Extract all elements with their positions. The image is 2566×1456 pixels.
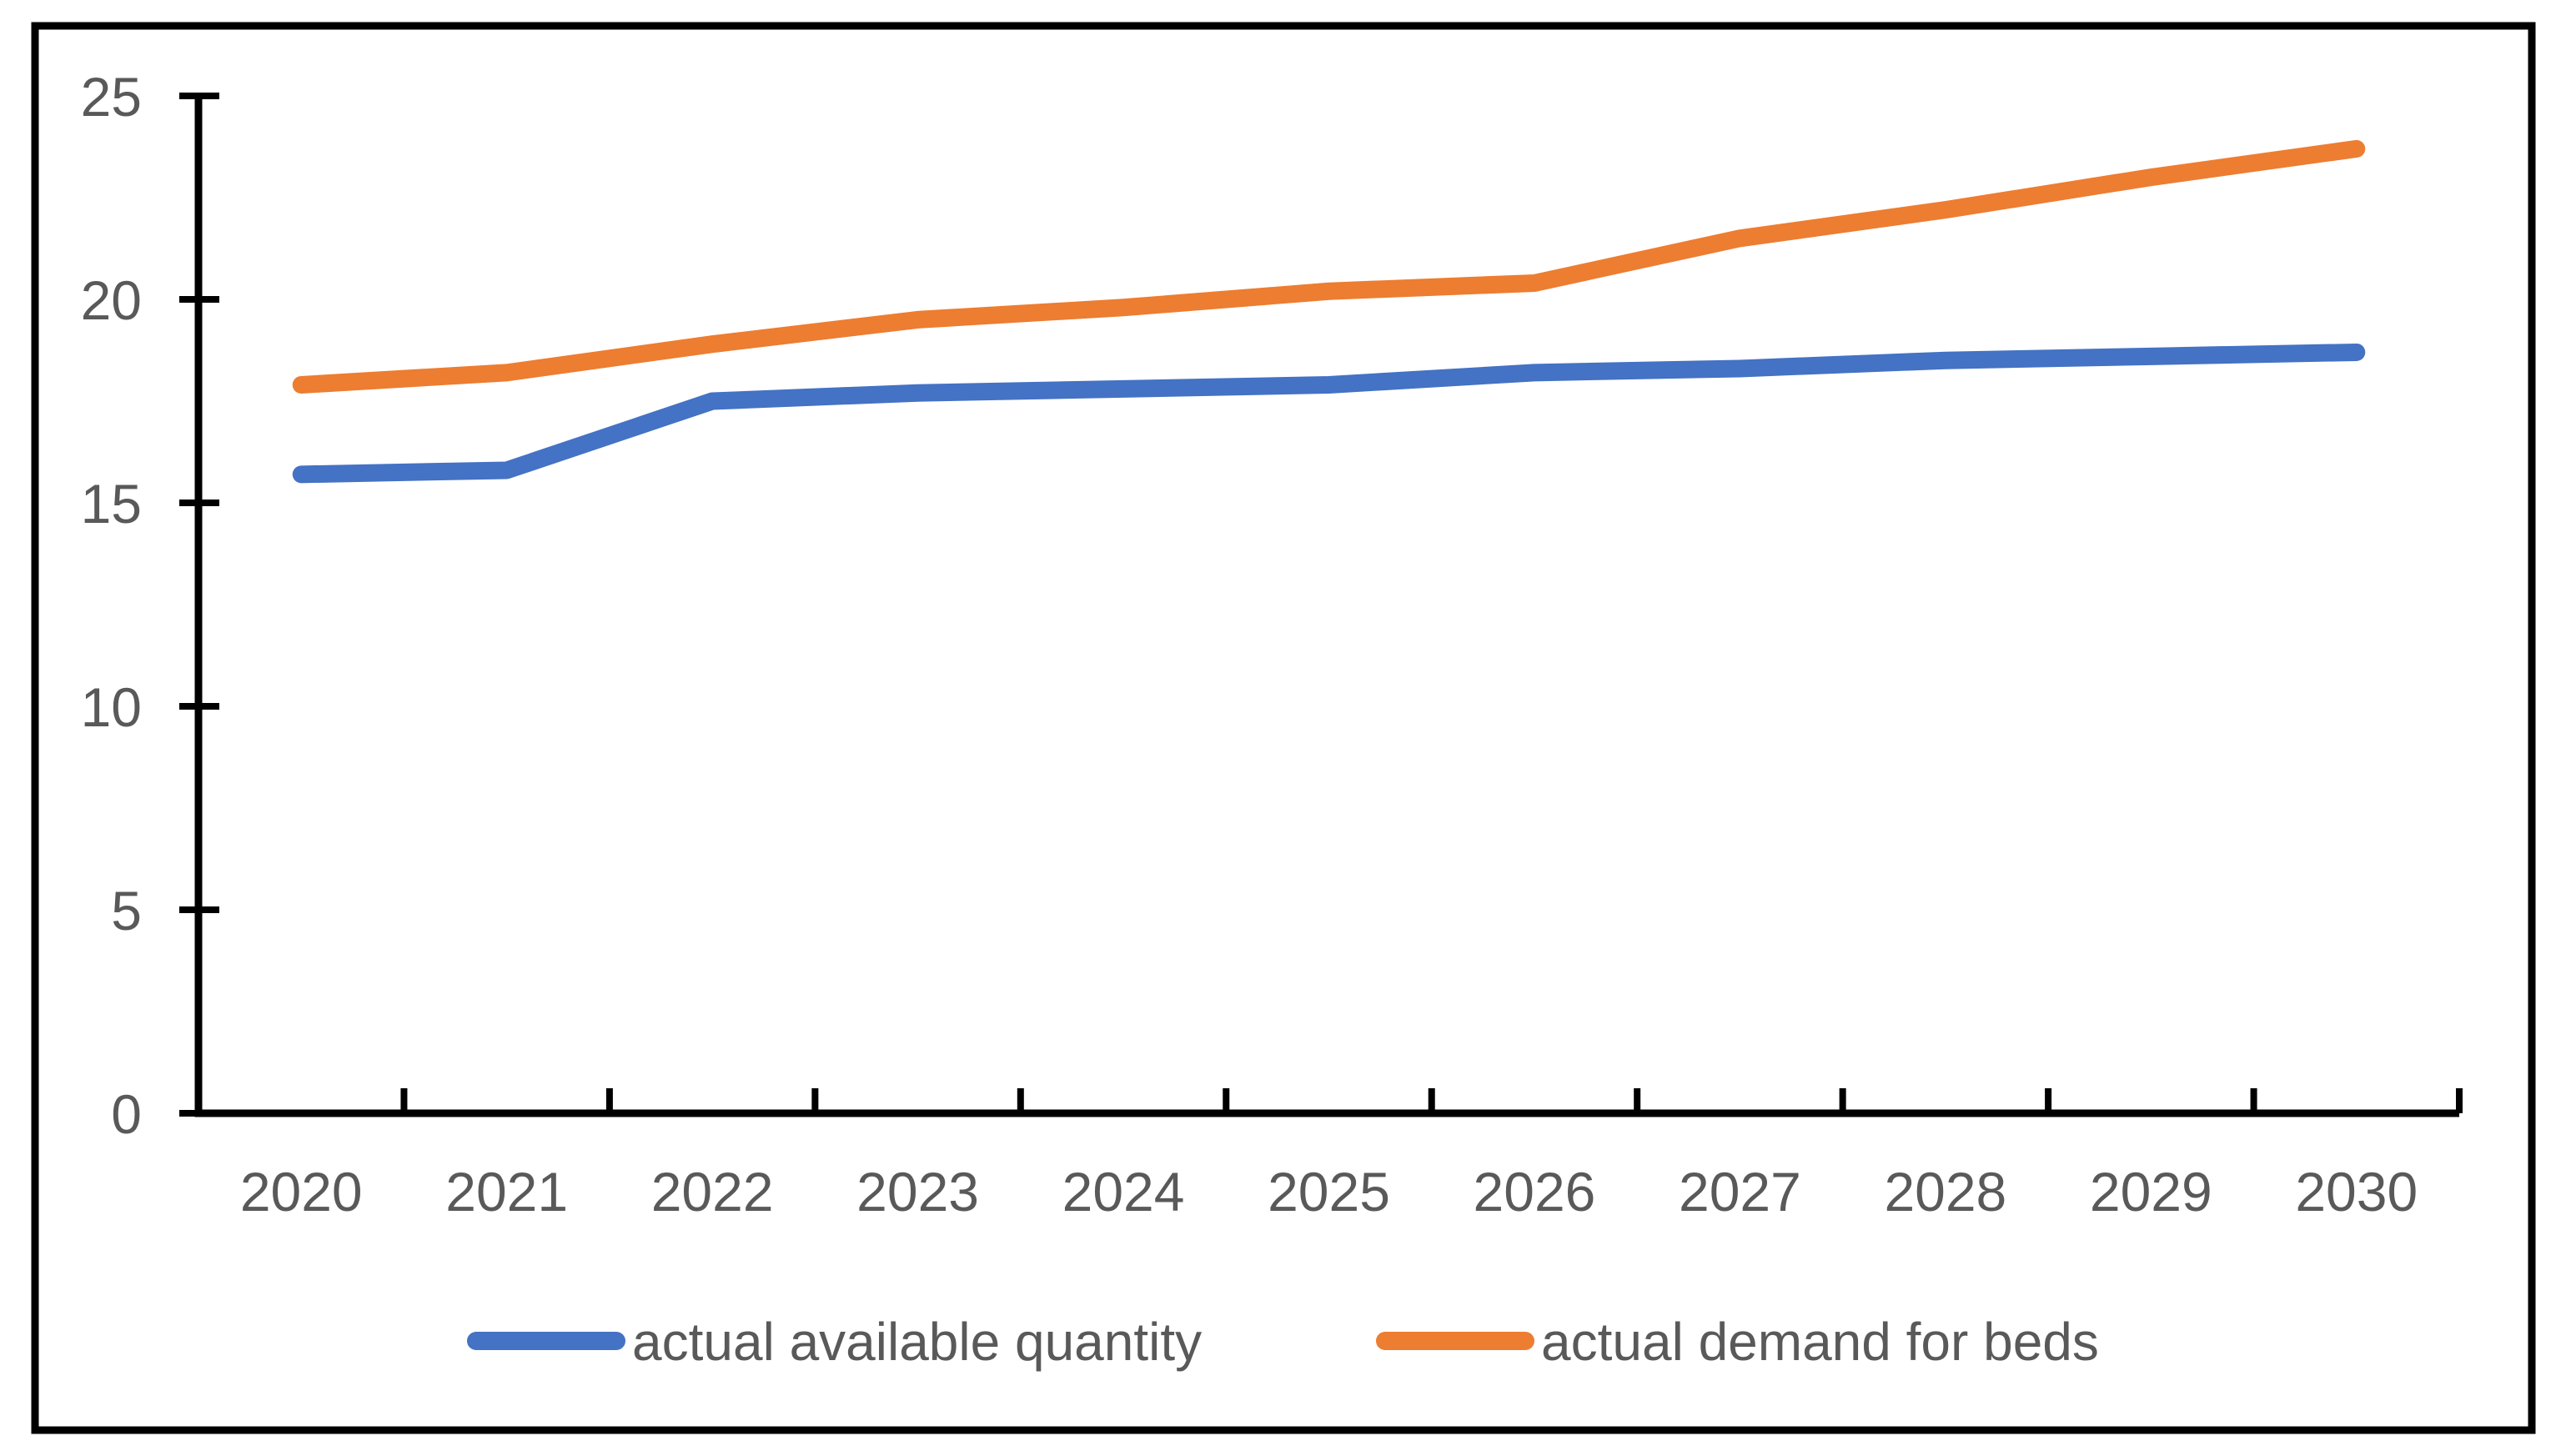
y-axis-label: 0: [111, 1083, 142, 1145]
x-axis-label: 2029: [2090, 1161, 2212, 1223]
x-axis-label: 2024: [1062, 1161, 1185, 1223]
x-axis-label: 2027: [1679, 1161, 1801, 1223]
x-axis-label: 2023: [856, 1161, 979, 1223]
x-axis-label: 2030: [2295, 1161, 2418, 1223]
y-axis-label: 10: [81, 676, 142, 738]
legend-label-actual-available-quantity: actual available quantity: [632, 1312, 1202, 1372]
y-axis-label: 20: [81, 269, 142, 331]
x-axis-label: 2026: [1474, 1161, 1596, 1223]
series-line-actual-demand-for-beds: [292, 139, 2366, 394]
series-line-actual-available-quantity: [292, 343, 2366, 484]
chart-border: [31, 22, 2536, 1434]
y-axis-label: 5: [111, 880, 142, 941]
legend: actual available quantity actual demand f…: [467, 1312, 2099, 1372]
x-axis-label: 2021: [445, 1161, 568, 1223]
x-axis-label: 2020: [240, 1161, 363, 1223]
y-axis-label: 15: [81, 473, 142, 535]
x-axis-label: 2022: [651, 1161, 774, 1223]
y-axis-label: 25: [81, 66, 142, 128]
legend-label-actual-demand-for-beds: actual demand for beds: [1541, 1312, 2099, 1372]
x-axis-label: 2028: [1884, 1161, 2006, 1223]
x-axis-label: 2025: [1268, 1161, 1390, 1223]
legend-swatch-actual-available-quantity: [467, 1332, 625, 1350]
legend-swatch-actual-demand-for-beds: [1376, 1332, 1534, 1350]
